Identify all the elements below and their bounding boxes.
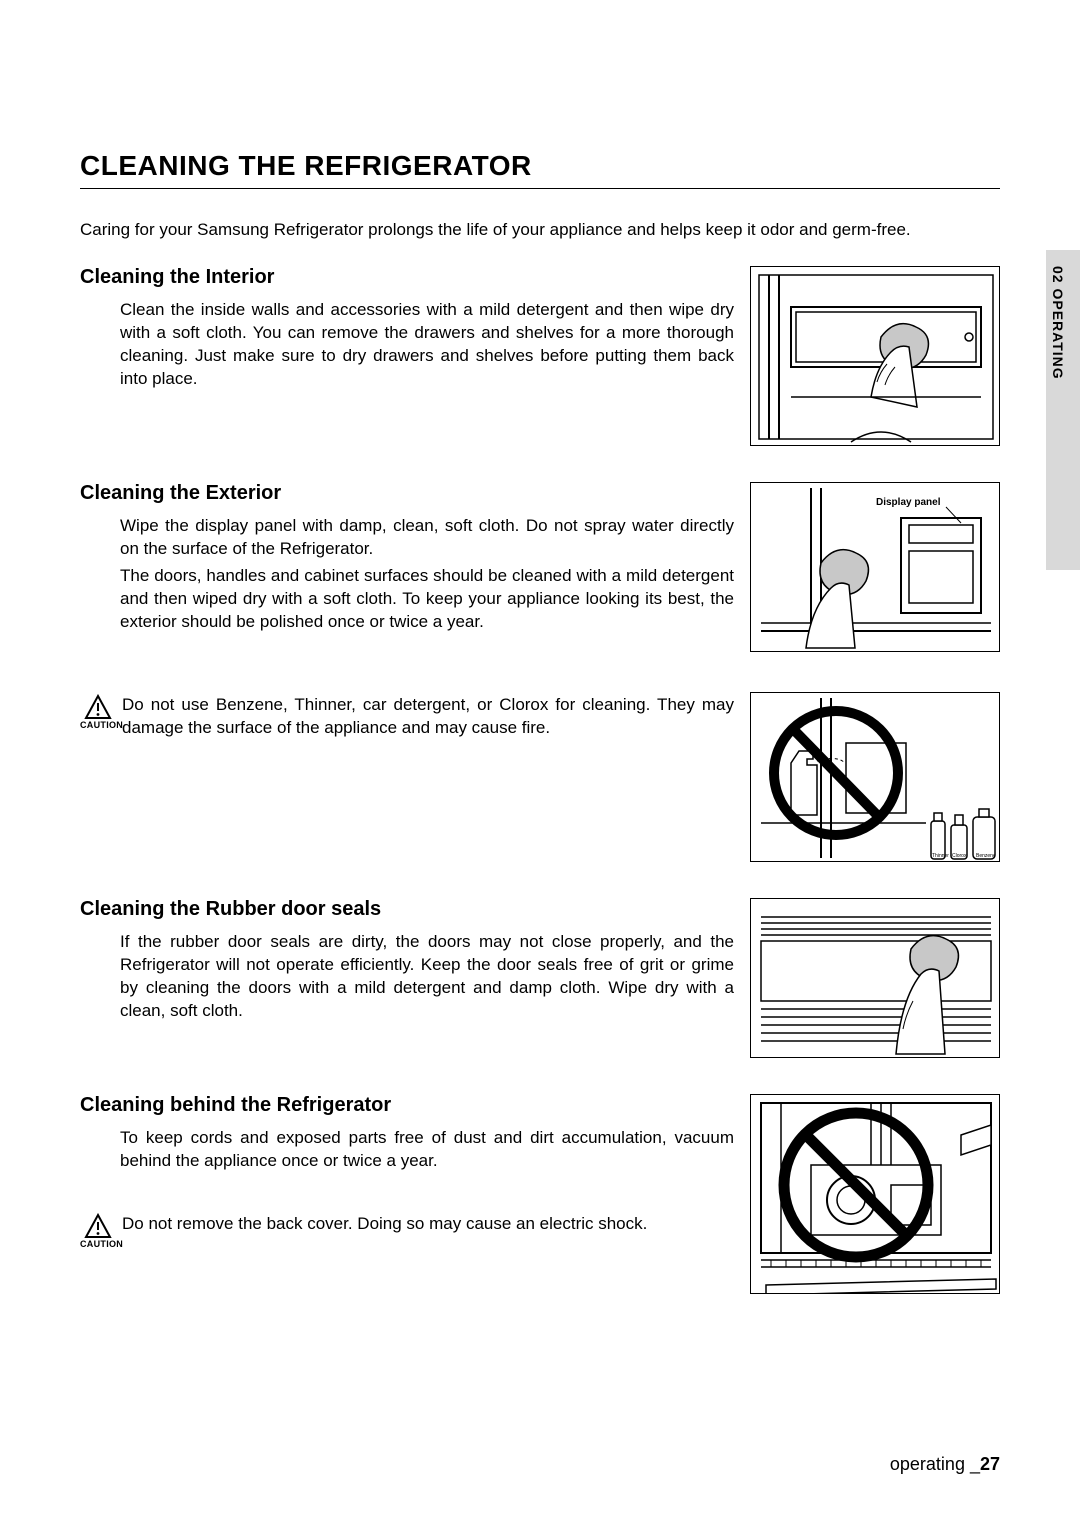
exterior-caution-text: Do not use Benzene, Thinner, car deterge… [122,694,734,740]
caution-icon: CAUTION [80,694,116,730]
behind-body: To keep cords and exposed parts free of … [120,1127,734,1173]
page-footer: operating _27 [890,1454,1000,1475]
exterior-caution-row: CAUTION Do not use Benzene, Thinner, car… [80,694,734,740]
section-behind: Cleaning behind the Refrigerator To keep… [80,1094,1000,1294]
caution-label: CAUTION [80,1239,116,1249]
interior-figure [750,266,1000,446]
intro-paragraph: Caring for your Samsung Refrigerator pro… [80,219,1000,242]
bottle-label-2: Clorox [952,853,967,859]
seals-figure [750,898,1000,1058]
behind-caution-text: Do not remove the back cover. Doing so m… [122,1213,734,1236]
footer-page-number: 27 [980,1454,1000,1474]
caution-icon: CAUTION [80,1213,116,1249]
caution-label: CAUTION [80,720,116,730]
exterior-body1: Wipe the display panel with damp, clean,… [120,515,734,561]
section-interior: Cleaning the Interior Clean the inside w… [80,266,1000,446]
section-exterior: Cleaning the Exterior Wipe the display p… [80,482,1000,862]
section-seals: Cleaning the Rubber door seals If the ru… [80,898,1000,1058]
interior-body: Clean the inside walls and accessories w… [120,299,734,391]
exterior-figure-panel: Display panel [750,482,1000,652]
exterior-figure-prohibit: Thinner Clorox Benzene [750,692,1000,862]
interior-title: Cleaning the Interior [80,266,734,289]
behind-title: Cleaning behind the Refrigerator [80,1094,734,1117]
footer-label: operating _ [890,1454,980,1474]
page-title: CLEANING THE REFRIGERATOR [80,150,1000,189]
bottle-label-1: Thinner [932,853,949,859]
behind-caution-row: CAUTION Do not remove the back cover. Do… [80,1213,734,1249]
exterior-body2: The doors, handles and cabinet surfaces … [120,565,734,634]
seals-body: If the rubber door seals are dirty, the … [120,931,734,1023]
display-panel-label: Display panel [876,497,941,508]
bottle-label-3: Benzene [976,853,996,859]
manual-page: CLEANING THE REFRIGERATOR Caring for you… [0,0,1080,1354]
behind-figure [750,1094,1000,1294]
exterior-title: Cleaning the Exterior [80,482,734,505]
seals-title: Cleaning the Rubber door seals [80,898,734,921]
